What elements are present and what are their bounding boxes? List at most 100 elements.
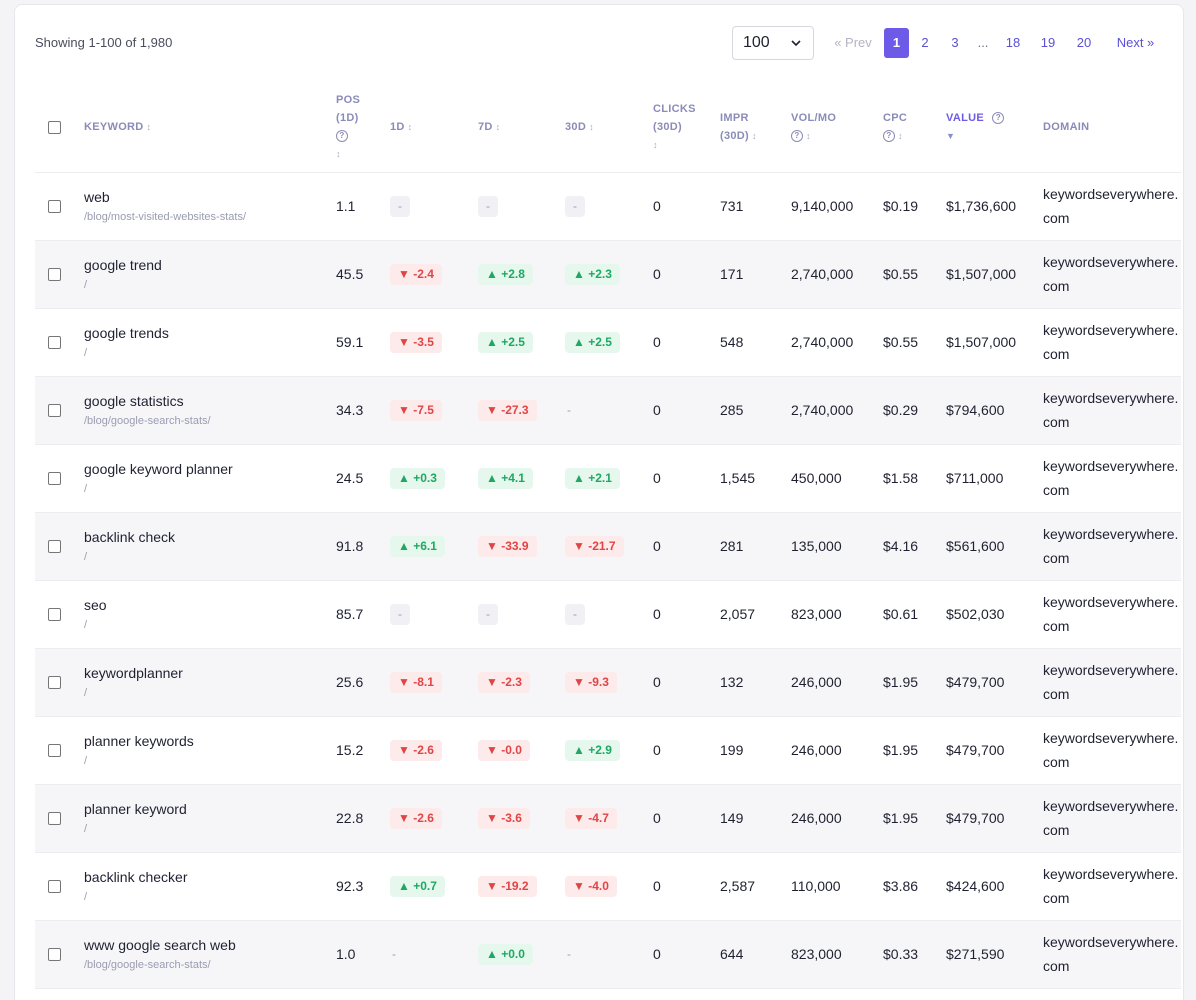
change-7d-badge: - [478,195,498,217]
col-1d[interactable]: 1D ↕ [390,83,478,173]
keyword-url[interactable]: / [84,482,88,495]
keyword-text[interactable]: web [84,188,110,205]
col-impr[interactable]: IMPR (30D) ↕ [720,83,791,173]
keyword-text[interactable]: google trend [84,256,162,273]
change-1d-badge: ▼ -2.6 [390,807,442,829]
table-row: keywordplanner / 25.6 ▼ -8.1 ▼ -2.3 ▼ -9.3 0 13… [35,648,1181,717]
domain-cell: keywordseverywhere.com [1043,716,1181,785]
row-checkbox[interactable] [48,607,61,621]
keyword-url[interactable]: / [84,618,88,631]
col-keyword[interactable]: KEYWORD ↕ [84,83,336,173]
keyword-cell: web/blog/most-visited-websites-stats/ [84,172,336,241]
keyword-text[interactable]: planner keyword [84,800,187,817]
per-page-select[interactable]: 100 [732,26,814,60]
change-1d-badge: ▲ +0.7 [390,875,445,897]
col-domain-label: DOMAIN [1043,121,1090,134]
change-7d-badge: ▲ +2.5 [478,331,533,353]
row-checkbox[interactable] [48,743,61,757]
page-link-20[interactable]: 20 [1076,35,1092,50]
help-icon[interactable]: ? [791,130,803,143]
row-checkbox[interactable] [48,675,61,689]
keyword-text[interactable]: planner keywords [84,732,194,749]
cpc-cell: $3.86 [883,852,946,921]
results-card: Showing 1-100 of 1,980 100 « Prev 1 2 3 … [14,4,1184,1000]
prev-page-link[interactable]: « Prev [834,35,872,50]
keyword-text[interactable]: www google search web [84,936,236,953]
domain-cell: keywordseverywhere.com [1043,172,1181,241]
keyword-text[interactable]: google keyword planner [84,460,233,477]
keyword-text[interactable]: backlink check [84,528,176,545]
change-1d-cell: ▼ -8.1 [390,648,478,717]
row-checkbox[interactable] [48,267,61,281]
pagination: « Prev 1 2 3 ... 18 19 20 Next » [15,28,1183,58]
col-vol[interactable]: VOL/MO ? ↕ [791,83,883,173]
help-icon[interactable]: ? [883,130,895,143]
page-link-1[interactable]: 1 [884,28,909,58]
change-1d-badge: - [390,603,410,625]
impr-cell: 2,057 [720,580,791,649]
row-checkbox[interactable] [48,471,61,485]
row-checkbox[interactable] [48,539,61,553]
help-icon[interactable]: ? [336,130,348,143]
domain-cell: keywordseverywhere.com [1043,920,1181,989]
keyword-text[interactable]: keywordplanner [84,664,183,681]
keyword-text[interactable]: backlink checker [84,868,188,885]
row-checkbox[interactable] [48,811,61,825]
keyword-url[interactable]: /blog/most-visited-websites-stats/ [84,210,246,223]
keyword-url[interactable]: / [84,550,88,563]
col-cpc[interactable]: CPC ? ↕ [883,83,946,173]
col-pos-sublabel: (1D) [336,112,359,125]
row-select-cell [35,920,84,989]
col-7d[interactable]: 7D ↕ [478,83,565,173]
col-value[interactable]: VALUE ? ▼ [946,83,1043,173]
clicks-cell: 0 [653,580,720,649]
impr-cell: 132 [720,648,791,717]
select-all-checkbox[interactable] [48,120,61,134]
domain-cell: keywordseverywhere.com [1043,444,1181,513]
page-link-3[interactable]: 3 [951,35,959,50]
page-link-18[interactable]: 18 [1005,35,1021,50]
results-count: Showing 1-100 of 1,980 [35,35,173,50]
impr-cell: 1,545 [720,444,791,513]
keyword-url[interactable]: / [84,754,88,767]
change-7d-cell: ▲ +2.8 [478,240,565,309]
keyword-url[interactable]: / [84,278,88,291]
row-checkbox[interactable] [48,199,61,213]
col-clicks[interactable]: CLICKS (30D) ↕ [653,83,720,173]
col-pos[interactable]: POS (1D) ? ↕ [336,83,390,173]
cpc-cell: $1.58 [883,444,946,513]
keyword-text[interactable]: seo [84,596,107,613]
clicks-cell: 0 [653,512,720,581]
row-select-cell [35,172,84,241]
keyword-url[interactable]: / [84,822,88,835]
next-page-link[interactable]: Next » [1116,35,1155,50]
row-checkbox[interactable] [48,947,61,961]
keyword-url[interactable]: / [84,346,88,359]
row-checkbox[interactable] [48,403,61,417]
col-value-label: VALUE [946,112,984,125]
domain-text: keywordseverywhere.com [1043,458,1179,498]
help-icon[interactable]: ? [992,112,1005,125]
clicks-cell: 0 [653,444,720,513]
change-1d-badge: ▼ -8.1 [390,671,442,693]
change-1d-cell: - [390,580,478,649]
value-cell: $271,590 [946,920,1043,989]
change-1d-cell: ▲ +6.1 [390,512,478,581]
change-30d-badge: - [567,946,571,961]
keyword-text[interactable]: google trends [84,324,169,341]
cpc-cell: $0.55 [883,240,946,309]
row-checkbox[interactable] [48,879,61,893]
domain-text: keywordseverywhere.com [1043,730,1179,770]
keyword-url[interactable]: /blog/google-search-stats/ [84,958,211,971]
keyword-cell: backlink check / [84,512,336,581]
change-1d-cell: ▼ -2.4 [390,240,478,309]
col-30d[interactable]: 30D ↕ [565,83,653,173]
keyword-url[interactable]: / [84,686,88,699]
domain-text: keywordseverywhere.com [1043,186,1179,226]
page-link-19[interactable]: 19 [1040,35,1056,50]
row-checkbox[interactable] [48,335,61,349]
keyword-text[interactable]: google statistics [84,392,184,409]
keyword-url[interactable]: /blog/google-search-stats/ [84,414,211,427]
keyword-url[interactable]: / [84,890,88,903]
page-link-2[interactable]: 2 [921,35,929,50]
